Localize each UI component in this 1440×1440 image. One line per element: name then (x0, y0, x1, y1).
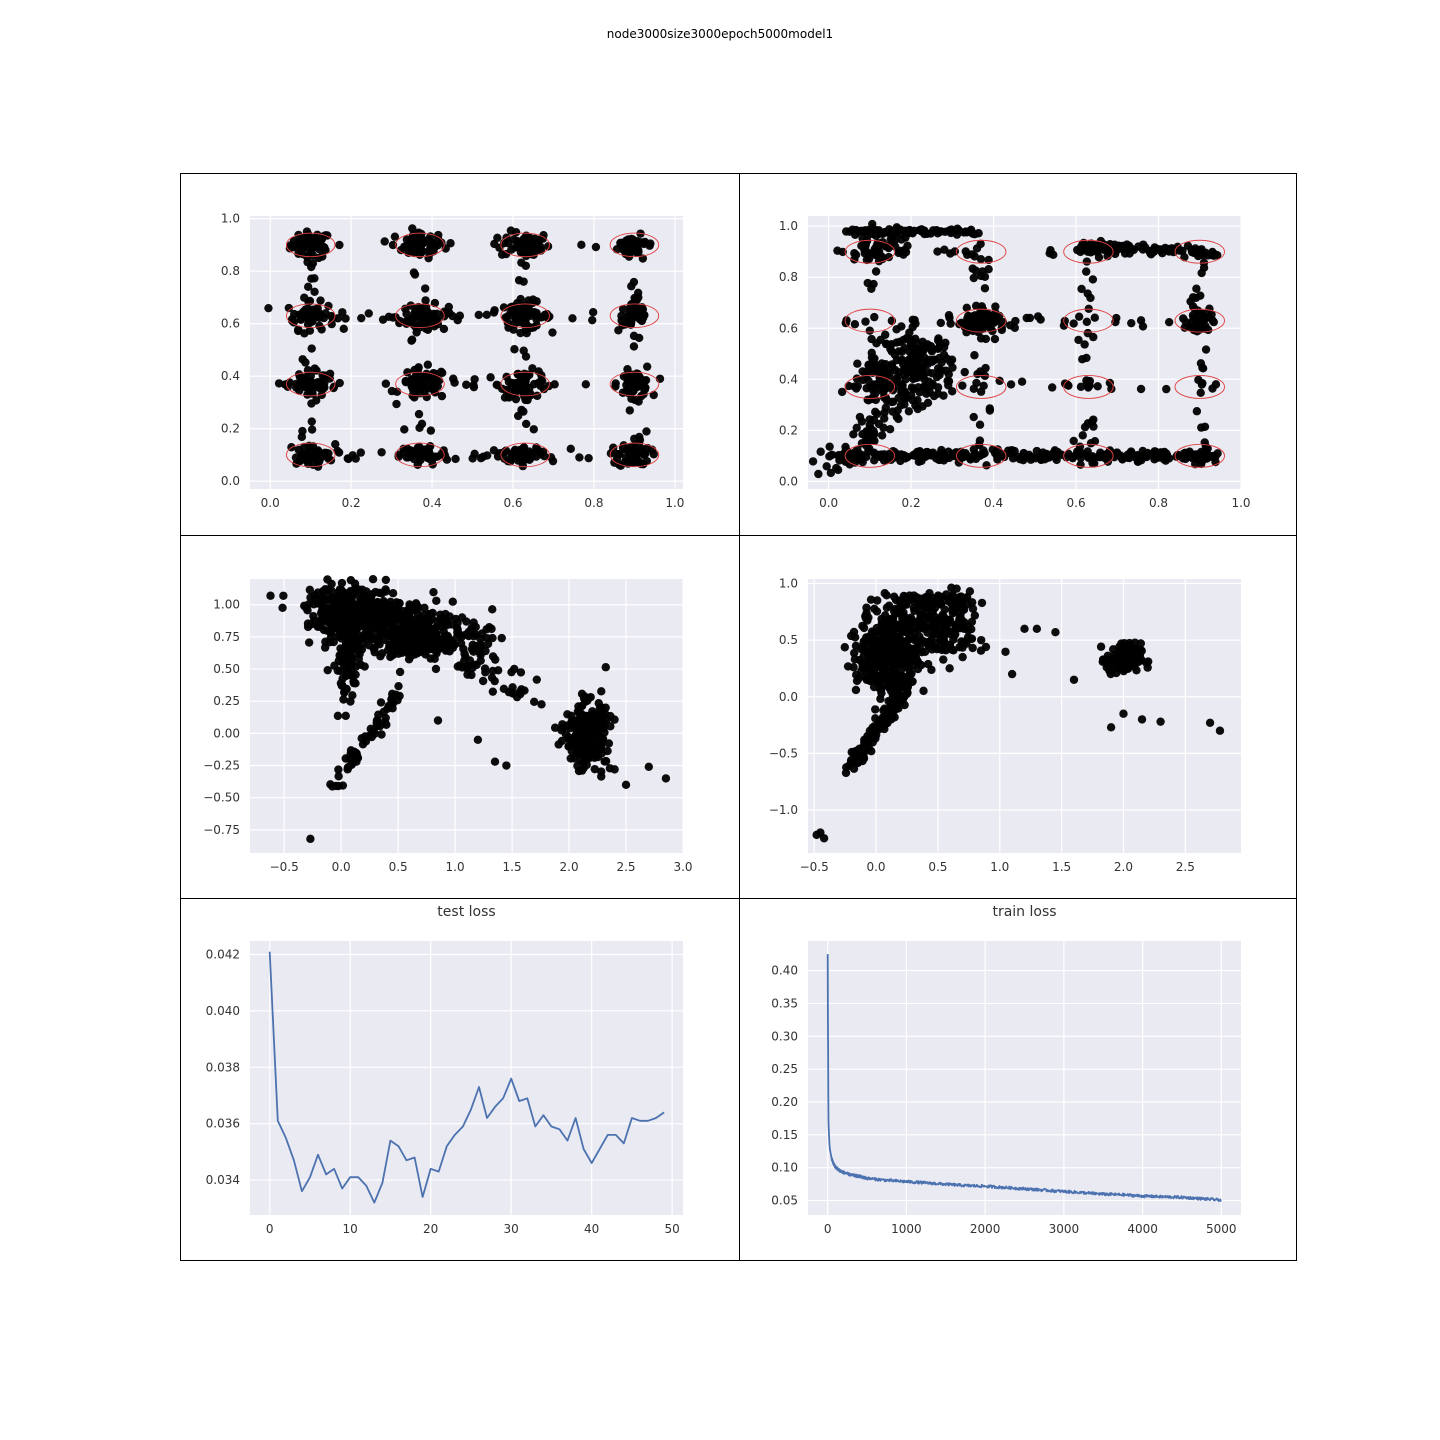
figure-title: node3000size3000epoch5000model1 (606, 27, 834, 41)
grid-divider-horizontal-1 (181, 535, 1296, 536)
grid-divider-vertical (739, 174, 740, 1260)
grid-divider-horizontal-2 (181, 898, 1296, 899)
subplot-grid-frame (180, 173, 1297, 1261)
